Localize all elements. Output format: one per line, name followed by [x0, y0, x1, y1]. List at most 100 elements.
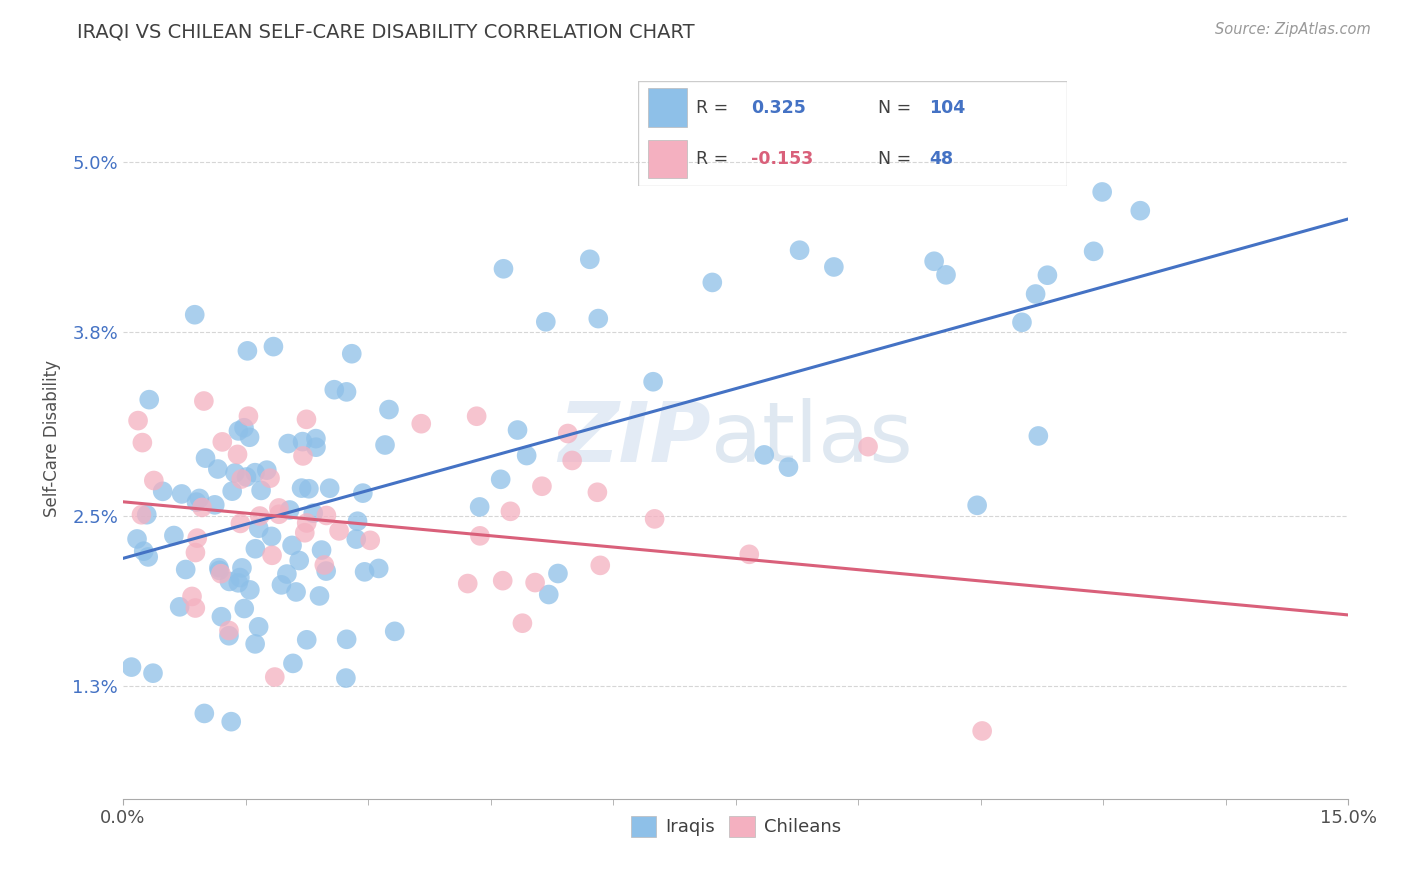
Point [465, 409, 488, 424]
Point [259, 471, 281, 485]
Point [262, 340, 284, 354]
Point [346, 514, 368, 528]
Point [557, 426, 579, 441]
Point [184, 308, 207, 322]
Point [315, 564, 337, 578]
Point [194, 451, 217, 466]
Point [291, 434, 314, 449]
Point [236, 343, 259, 358]
Point [250, 483, 273, 498]
Point [276, 567, 298, 582]
Point [524, 575, 547, 590]
Point [288, 553, 311, 567]
Point [315, 508, 337, 523]
Legend: Iraqis, Chileans: Iraqis, Chileans [623, 809, 848, 844]
Text: atlas: atlas [711, 398, 912, 479]
Point [218, 629, 240, 643]
Point [267, 508, 290, 522]
Point [1083, 244, 1105, 259]
Point [302, 506, 325, 520]
Point [169, 599, 191, 614]
Point [367, 561, 389, 575]
Text: IRAQI VS CHILEAN SELF-CARE DISABILITY CORRELATION CHART: IRAQI VS CHILEAN SELF-CARE DISABILITY CO… [77, 22, 695, 41]
Point [233, 601, 256, 615]
Point [174, 562, 197, 576]
Point [353, 565, 375, 579]
Point [193, 394, 215, 409]
Point [191, 500, 214, 515]
Point [290, 481, 312, 495]
Point [384, 624, 406, 639]
Point [328, 524, 350, 538]
Point [211, 434, 233, 449]
Point [131, 508, 153, 522]
Point [138, 392, 160, 407]
Point [305, 432, 328, 446]
Point [229, 516, 252, 531]
Point [294, 525, 316, 540]
Point [823, 260, 845, 274]
Point [249, 509, 271, 524]
Point [561, 453, 583, 467]
Point [142, 666, 165, 681]
Text: Source: ZipAtlas.com: Source: ZipAtlas.com [1215, 22, 1371, 37]
Point [243, 637, 266, 651]
Point [239, 582, 262, 597]
Point [295, 516, 318, 530]
Point [277, 436, 299, 450]
Point [335, 671, 357, 685]
Point [239, 430, 262, 444]
Point [186, 531, 208, 545]
Point [267, 500, 290, 515]
Point [702, 276, 724, 290]
Point [247, 620, 270, 634]
Point [644, 512, 666, 526]
Point [506, 423, 529, 437]
Point [298, 482, 321, 496]
Point [935, 268, 957, 282]
Point [245, 541, 267, 556]
Point [163, 528, 186, 542]
Point [228, 424, 250, 438]
Point [218, 624, 240, 638]
Point [235, 470, 257, 484]
Point [966, 498, 988, 512]
Point [1028, 429, 1050, 443]
Point [789, 243, 811, 257]
Point [578, 252, 600, 267]
Point [359, 533, 381, 548]
Point [270, 578, 292, 592]
Point [135, 508, 157, 522]
Point [204, 498, 226, 512]
Point [589, 558, 612, 573]
Point [256, 463, 278, 477]
Point [340, 347, 363, 361]
Point [586, 485, 609, 500]
Point [209, 609, 232, 624]
Point [856, 440, 879, 454]
Point [231, 561, 253, 575]
Point [247, 521, 270, 535]
Point [238, 409, 260, 424]
Point [468, 500, 491, 514]
Point [468, 529, 491, 543]
Point [336, 632, 359, 647]
Point [233, 421, 256, 435]
Point [226, 575, 249, 590]
Point [263, 670, 285, 684]
Point [323, 383, 346, 397]
Point [209, 566, 232, 581]
Point [152, 484, 174, 499]
Point [492, 261, 515, 276]
Point [121, 660, 143, 674]
Point [188, 491, 211, 506]
Point [588, 311, 610, 326]
Point [1036, 268, 1059, 283]
Point [499, 504, 522, 518]
Point [305, 440, 328, 454]
Point [352, 486, 374, 500]
Point [516, 449, 538, 463]
Point [184, 601, 207, 615]
Point [181, 590, 204, 604]
Point [136, 549, 159, 564]
